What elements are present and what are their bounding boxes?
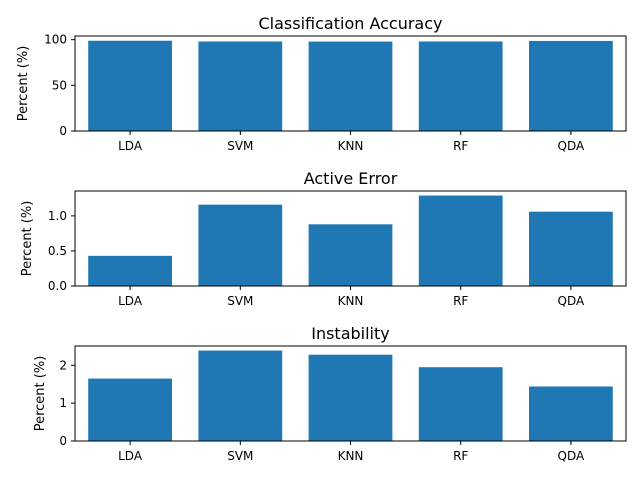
x-tick-label: KNN	[338, 294, 364, 308]
bar-rf	[418, 41, 503, 132]
chart-title: Instability	[311, 324, 390, 343]
bar-knn	[308, 41, 393, 131]
bar-qda	[529, 386, 613, 441]
y-tick-label: 0.5	[48, 244, 67, 258]
bar-qda	[529, 40, 613, 131]
bar-svm	[198, 41, 283, 132]
y-axis-label: Percent (%)	[20, 201, 35, 277]
x-tick-label: SVM	[227, 139, 253, 153]
bar-lda	[88, 40, 172, 131]
x-tick-label: LDA	[118, 139, 143, 153]
chart-title: Classification Accuracy	[259, 14, 443, 33]
bar-knn	[308, 354, 393, 441]
x-tick-label: KNN	[338, 449, 364, 463]
x-tick-label: RF	[453, 294, 468, 308]
y-tick-label: 2	[59, 358, 67, 372]
x-tick-label: SVM	[227, 449, 253, 463]
bar-svm	[198, 350, 283, 441]
x-tick-label: QDA	[558, 294, 585, 308]
chart-title: Active Error	[304, 169, 398, 188]
chart-panel-2: LDA SVM KNN RF QDA 0.0 0.5 1.0 Active Error Perce…	[20, 169, 627, 308]
chart-panel-1: LDA SVM KNN RF QDA 0 50 100 Classification Accur…	[16, 14, 627, 153]
x-tick-label: RF	[453, 449, 468, 463]
y-tick-label: 1	[59, 396, 67, 410]
bar-rf	[418, 195, 503, 286]
y-tick-label: 1.0	[48, 209, 67, 223]
bar-lda	[88, 378, 172, 441]
y-tick-label: 50	[52, 78, 67, 92]
y-axis-label: Percent (%)	[33, 356, 48, 432]
bar-svm	[198, 204, 283, 286]
x-tick-label: LDA	[118, 449, 143, 463]
y-axis-label: Percent (%)	[16, 46, 31, 122]
x-tick-label: RF	[453, 139, 468, 153]
x-tick-label: LDA	[118, 294, 143, 308]
chart-panel-3: LDA SVM KNN RF QDA 0 1 2 Instability Percent (%)	[33, 324, 627, 463]
x-tick-label: QDA	[558, 449, 585, 463]
y-tick-label: 100	[44, 33, 67, 47]
bar-lda	[88, 255, 172, 286]
bar-rf	[418, 367, 503, 441]
x-tick-label: KNN	[338, 139, 364, 153]
x-tick-label: SVM	[227, 294, 253, 308]
y-tick-label: 0	[59, 434, 67, 448]
x-tick-label: QDA	[558, 139, 585, 153]
bar-knn	[308, 224, 393, 286]
y-tick-label: 0.0	[48, 279, 67, 293]
bar-qda	[529, 211, 613, 286]
y-tick-label: 0	[59, 124, 67, 138]
